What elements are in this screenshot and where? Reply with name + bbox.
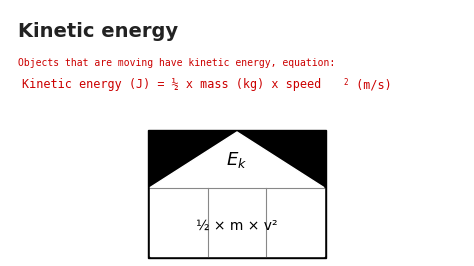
- Text: ½ × m × v²: ½ × m × v²: [196, 219, 278, 233]
- Text: Kinetic energy: Kinetic energy: [18, 22, 178, 41]
- Bar: [150, 188, 324, 256]
- Text: 2: 2: [343, 78, 347, 87]
- Polygon shape: [150, 132, 324, 188]
- Text: $E_k$: $E_k$: [227, 150, 247, 170]
- Bar: [148, 130, 326, 258]
- Text: (m/s): (m/s): [349, 78, 392, 91]
- Text: Objects that are moving have kinetic energy, equation:: Objects that are moving have kinetic ene…: [18, 58, 335, 68]
- Text: Kinetic energy (J) = ½ x mass (kg) x speed: Kinetic energy (J) = ½ x mass (kg) x spe…: [22, 78, 321, 91]
